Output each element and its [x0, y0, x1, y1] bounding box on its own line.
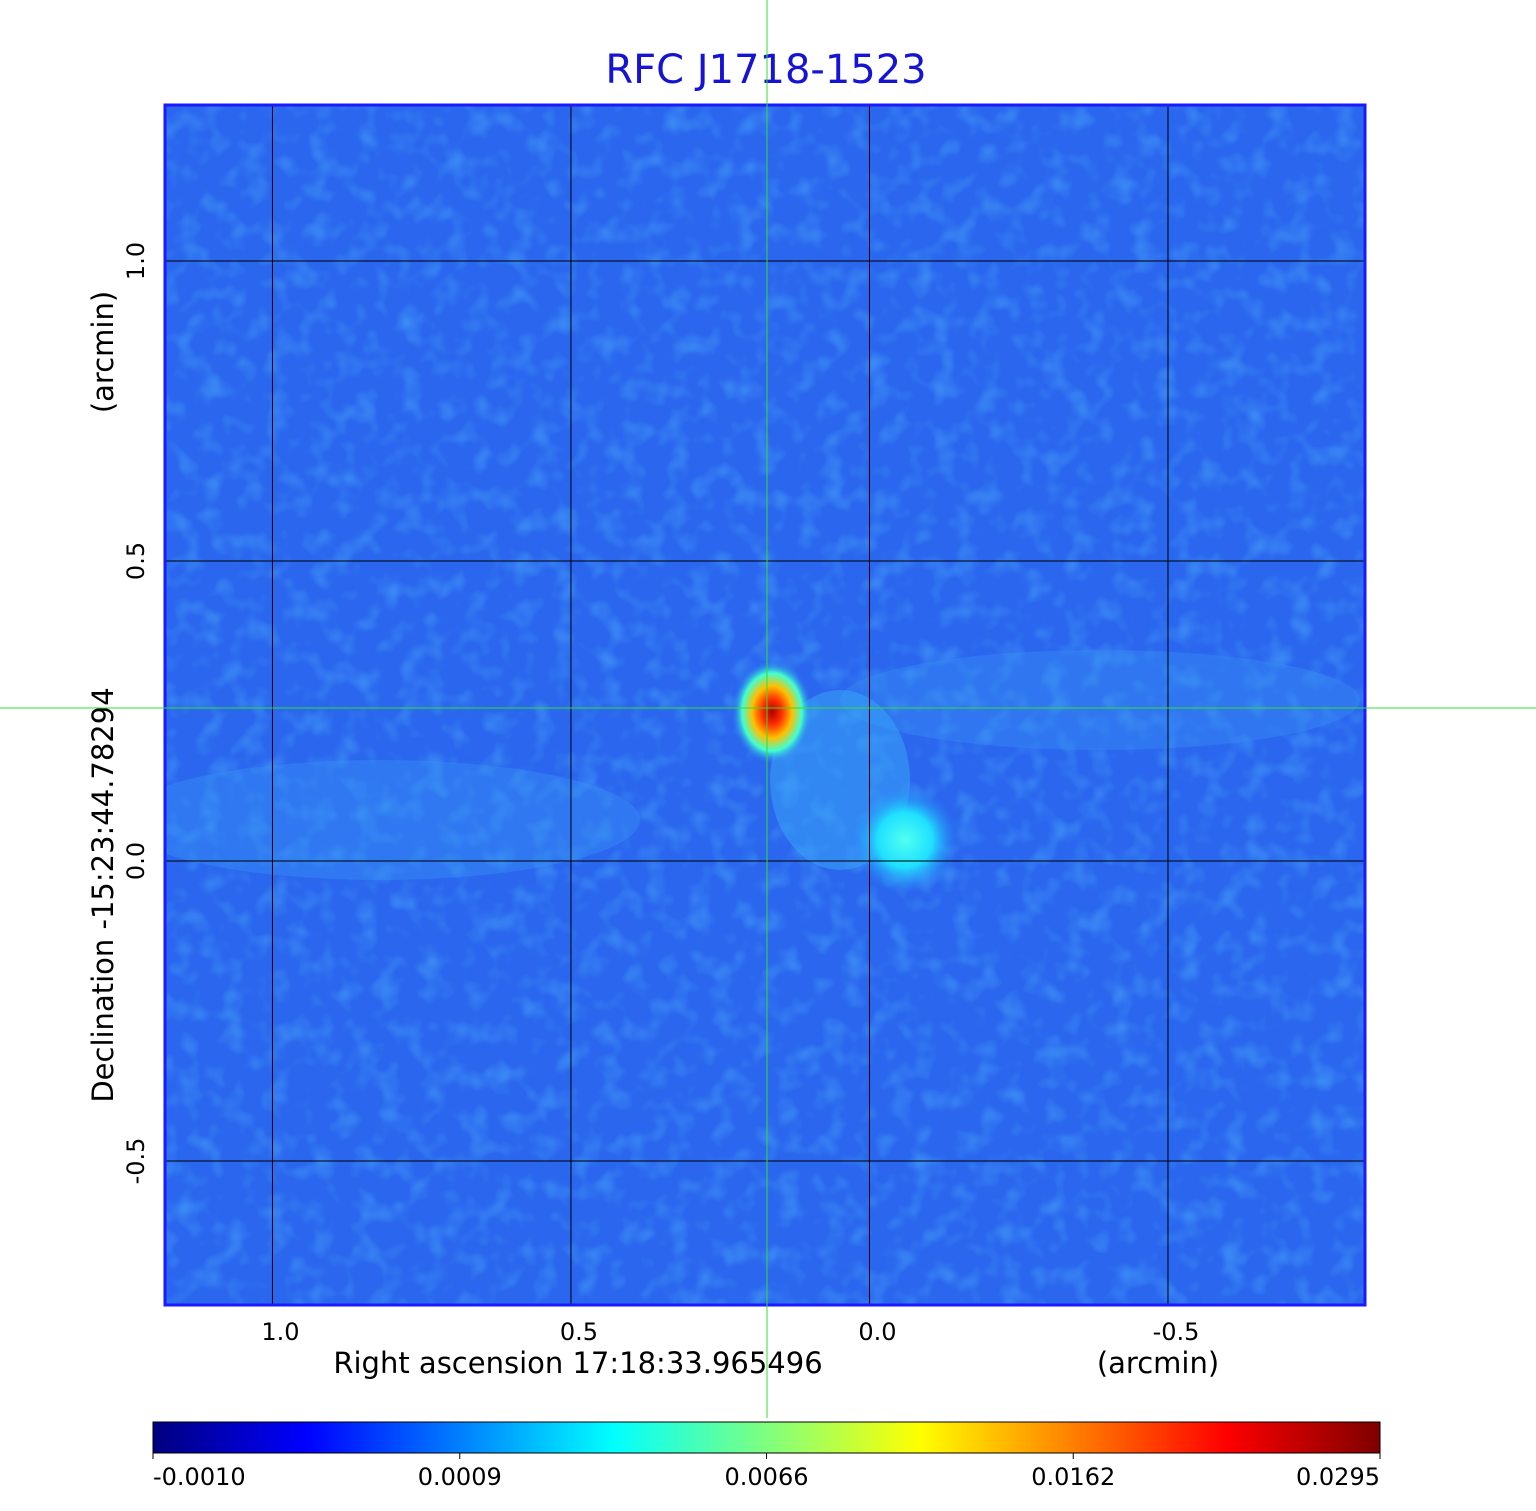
y-axis-unit: (arcmin) — [86, 291, 120, 413]
y-tick-label: 0.0 — [122, 842, 150, 880]
x-tick-label: 0.0 — [858, 1318, 896, 1346]
secondary-source — [850, 785, 960, 895]
chart-title: RFC J1718-1523 — [605, 47, 926, 93]
primary-source — [732, 660, 812, 764]
colorbar-tick-label: 0.0295 — [1296, 1463, 1380, 1491]
y-axis-label: Declination -15:23:44.78294 — [86, 687, 120, 1102]
x-tick-label: 1.0 — [261, 1318, 299, 1346]
colorbar-tick-label: -0.0010 — [153, 1463, 246, 1491]
diffuse-emission — [165, 760, 640, 880]
colorbar — [152, 1421, 1381, 1454]
x-tick-label: -0.5 — [1153, 1318, 1200, 1346]
y-tick-label: 0.5 — [122, 542, 150, 580]
x-tick-label: 0.5 — [560, 1318, 598, 1346]
x-axis-label: Right ascension 17:18:33.965496 — [333, 1346, 822, 1380]
colorbar-tick-label: 0.0162 — [1031, 1463, 1115, 1491]
diffuse-emission — [840, 650, 1360, 750]
x-axis-unit: (arcmin) — [1097, 1346, 1219, 1380]
y-tick-label: -0.5 — [122, 1138, 150, 1185]
y-tick-label: 1.0 — [122, 242, 150, 280]
colorbar-tick-label: 0.0066 — [725, 1463, 809, 1491]
plot-frame — [163, 103, 1367, 1307]
image — [165, 105, 1365, 1305]
grid — [165, 105, 1365, 1305]
colorbar-tick-label: 0.0009 — [418, 1463, 502, 1491]
